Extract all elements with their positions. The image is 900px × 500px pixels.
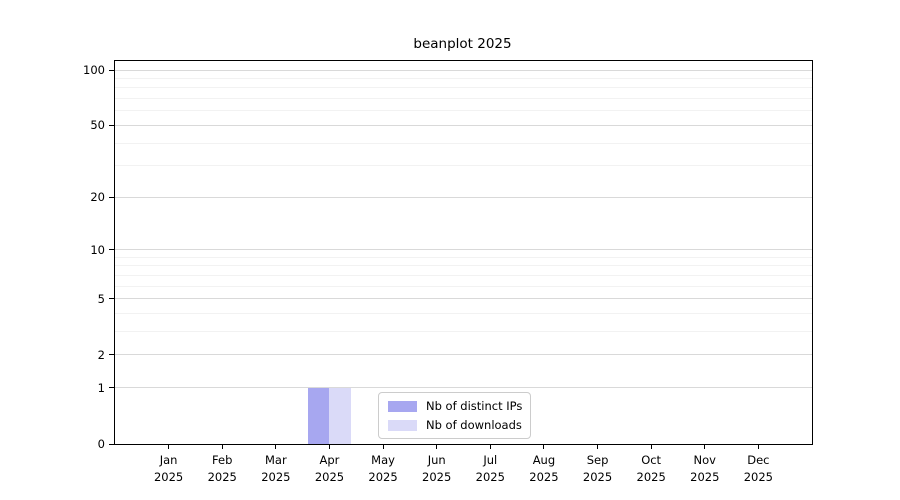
year-label: 2025 [153, 469, 184, 484]
month-label: Mar [264, 453, 287, 467]
gridline-major [115, 124, 812, 126]
gridline-minor [115, 331, 812, 333]
legend: Nb of distinct IPs Nb of downloads [378, 392, 532, 439]
x-axis-tick-label: Aug 2025 [514, 452, 574, 485]
x-axis-tick [221, 444, 223, 449]
gridline-minor [115, 165, 812, 167]
bar-distinct-ips [308, 387, 330, 444]
gridline-minor [115, 142, 812, 144]
x-axis-tick [757, 444, 759, 449]
x-axis-tick [543, 444, 545, 449]
y-axis-tick-label: 10 [90, 242, 105, 257]
month-label: Oct [641, 453, 662, 467]
year-label: 2025 [582, 469, 613, 484]
y-axis-tick [109, 387, 115, 389]
x-axis-tick [436, 444, 438, 449]
year-label: 2025 [475, 469, 505, 484]
x-axis-tick-label: Jun 2025 [407, 452, 467, 485]
x-axis-tick [489, 444, 491, 449]
y-axis-tick-label: 1 [97, 380, 105, 395]
gridline-minor [115, 87, 812, 89]
month-label: Dec [747, 453, 770, 467]
y-axis-tick-label: 20 [90, 190, 105, 205]
x-axis-tick-label: Apr 2025 [299, 452, 359, 485]
year-label: 2025 [368, 469, 398, 484]
gridline-major [115, 249, 812, 251]
y-axis-tick [109, 69, 115, 71]
month-label: Nov [693, 453, 716, 467]
y-axis-tick-label: 0 [97, 437, 105, 451]
y-axis-tick [109, 249, 115, 251]
month-label: Apr [319, 453, 340, 467]
x-axis-tick [328, 444, 330, 449]
x-axis-tick [275, 444, 277, 449]
gridline-minor [115, 98, 812, 100]
y-axis-tick [109, 443, 115, 445]
gridline-major [115, 196, 812, 198]
y-axis-tick [109, 196, 115, 198]
x-axis-tick-label: Dec 2025 [728, 452, 788, 485]
gridline-minor [115, 78, 812, 80]
x-axis-tick-label: Mar 2025 [246, 452, 306, 485]
gridline-minor [115, 110, 812, 112]
x-axis-tick-label: Jul 2025 [460, 452, 520, 485]
bar-downloads [329, 387, 351, 444]
month-label: Aug [532, 453, 556, 467]
y-axis-tick-label: 5 [97, 291, 105, 306]
x-axis-tick [597, 444, 599, 449]
legend-label: Nb of distinct IPs [426, 399, 523, 413]
legend-item: Nb of distinct IPs [388, 399, 522, 413]
gridline-major [115, 298, 812, 300]
gridline-minor [115, 265, 812, 267]
gridline-major [115, 387, 812, 389]
gridline-minor [115, 313, 812, 315]
legend-swatch [388, 400, 417, 412]
x-axis-tick-label: May 2025 [353, 452, 413, 485]
gridline-major [115, 354, 812, 356]
plot-area: Nb of distinct IPs Nb of downloads 0 1 2 5 10… [83, 60, 813, 484]
y-axis-tick [109, 298, 115, 300]
year-label: 2025 [261, 469, 291, 484]
y-axis-tick [109, 124, 115, 126]
month-label: May [371, 453, 395, 467]
x-axis-tick [168, 444, 170, 449]
year-label: 2025 [690, 469, 720, 484]
year-label: 2025 [743, 469, 774, 484]
y-axis-tick-label: 2 [97, 347, 105, 362]
year-label: 2025 [314, 469, 345, 484]
gridline-minor [115, 256, 812, 258]
chart-title: beanplot 2025 [413, 36, 512, 52]
legend-swatch [388, 419, 417, 431]
y-axis-tick-label: 100 [83, 63, 105, 78]
x-axis-tick-label: Sep 2025 [568, 452, 628, 485]
x-axis-tick-label: Jan 2025 [139, 452, 199, 485]
year-label: 2025 [422, 469, 452, 484]
gridline-major [115, 69, 812, 71]
gridline-minor [115, 275, 812, 277]
x-axis-tick-label: Oct 2025 [621, 452, 681, 485]
x-axis-tick [650, 444, 652, 449]
x-axis-tick [704, 444, 706, 449]
legend-label: Nb of downloads [426, 418, 522, 432]
y-axis-tick-label: 50 [90, 118, 105, 133]
month-label: Sep [586, 453, 609, 467]
y-axis-tick [109, 354, 115, 356]
month-label: Jul [483, 453, 498, 467]
year-label: 2025 [207, 469, 237, 484]
month-label: Feb [212, 453, 233, 467]
year-label: 2025 [636, 469, 666, 484]
x-axis-tick-label: Nov 2025 [675, 452, 735, 485]
x-axis-tick-label: Feb 2025 [192, 452, 252, 485]
month-label: Jun [427, 453, 446, 467]
gridline-minor [115, 285, 812, 287]
legend-item: Nb of downloads [388, 418, 522, 432]
year-label: 2025 [529, 469, 559, 484]
x-axis-tick [382, 444, 384, 449]
month-label: Jan [159, 453, 178, 467]
